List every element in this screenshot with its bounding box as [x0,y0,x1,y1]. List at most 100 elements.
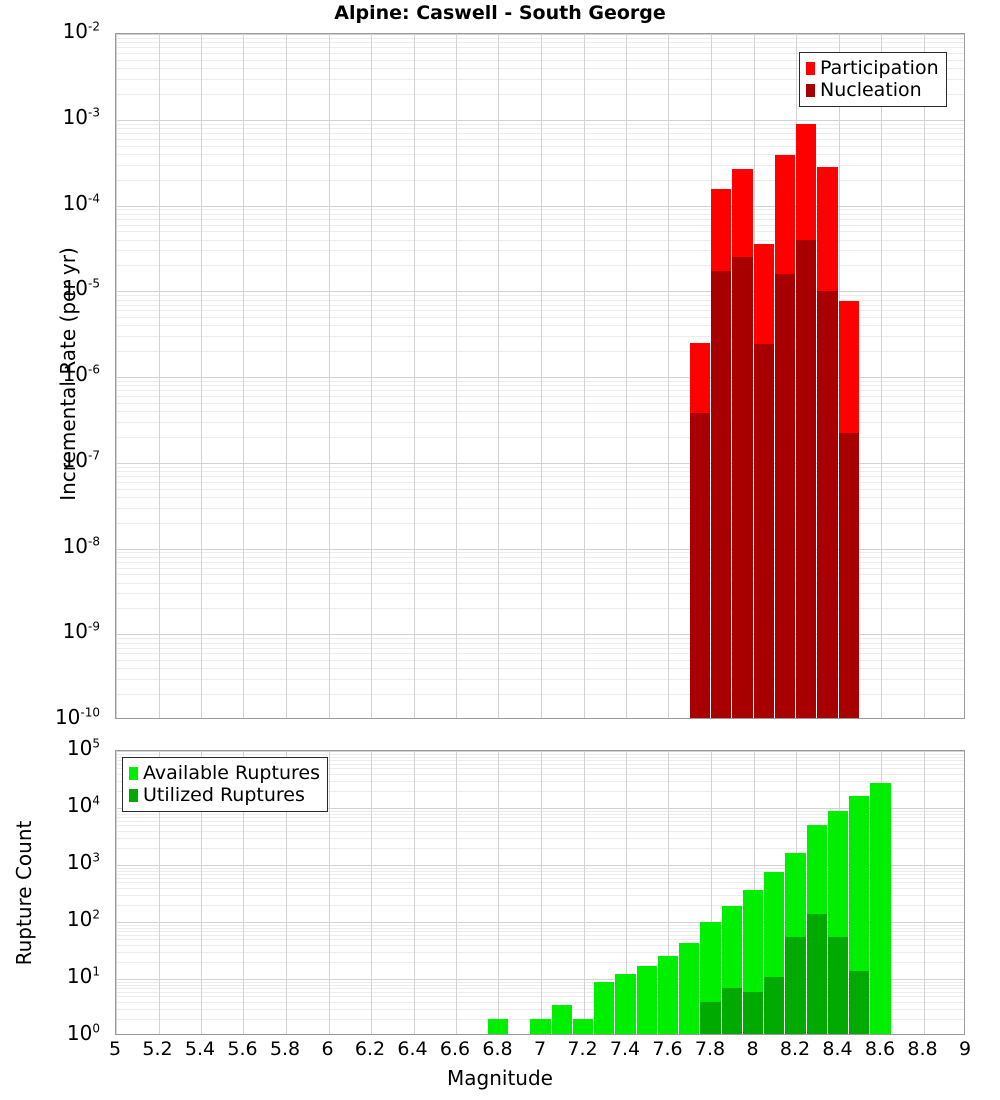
bar [827,751,849,1034]
bar-segment-available [487,1018,509,1034]
x-axis-tick-label: 7.6 [652,1038,683,1060]
legend-label-participation: Participation [820,57,939,79]
legend-item-utilized-ruptures[interactable]: Utilized Ruptures [129,784,320,806]
x-axis-tick-label: 5.8 [269,1038,301,1060]
bar [509,751,529,1034]
bar [870,751,891,1034]
x-axis-tick-label: 5 [108,1038,122,1060]
y-axis-tick-label: 10-4 [62,190,100,215]
bar-segment-utilized [806,913,827,1034]
bar-segment-nucleation [774,273,795,718]
x-axis-tick-label: 7 [533,1038,547,1060]
page-title: Alpine: Caswell - South George [334,2,666,24]
bar-segment-available [594,981,615,1034]
participation-swatch-icon [806,61,815,75]
bar [742,751,764,1034]
legend-item-participation[interactable]: Participation [806,57,939,79]
bar [838,34,859,718]
y-axis-title-top: Incremental Rate (per yr) [56,247,80,501]
y-axis-tick-label: 100 [66,1021,100,1045]
y-axis-tick-label: 10-2 [62,19,100,43]
y-axis-tick-label: 101 [66,964,100,988]
bar [785,751,806,1034]
bar-segment-utilized [721,987,742,1034]
x-axis-tick-label: 8.6 [864,1038,896,1060]
bar [487,751,509,1034]
bar-segment-nucleation [732,257,753,718]
y-axis-ticks-bottom: 105 104 103 102 101 100 [0,737,108,1043]
x-axis-tick-label: 5.6 [227,1038,258,1060]
bar-segment-utilized [764,976,785,1034]
legend-label-utilized-ruptures: Utilized Ruptures [143,784,305,806]
bar-segment-nucleation [817,291,838,718]
x-axis-tick-label: 6.4 [397,1038,428,1060]
y-axis-tick-label: 105 [66,736,100,760]
x-axis-tick-label: 8.8 [907,1038,938,1060]
y-axis-tick-label: 103 [66,850,100,874]
bar-segment-utilized [700,1001,721,1034]
bar [700,751,721,1034]
legend-rupture-count: Available Ruptures Utilized Ruptures [122,757,328,812]
legend-label-available-ruptures: Available Ruptures [143,762,320,784]
y-axis-tick-label: 10-8 [62,533,100,558]
y-axis-tick-label: 10-3 [62,104,100,129]
bar [774,34,795,718]
x-axis-tick-label: 7.4 [609,1038,641,1060]
nucleation-swatch-icon [806,83,815,97]
bar-segment-available [636,965,657,1034]
bar-segment-available [679,943,700,1034]
y-axis-tick-label: 10-5 [62,276,100,301]
bar [551,751,572,1034]
y-axis-ticks-top: 10-2 10-3 10-4 10-5 10-6 10-7 10-8 10-9 10-10 [0,20,108,727]
bar [711,34,732,718]
bar [657,751,679,1034]
x-axis-tick-label: 5.2 [142,1038,173,1060]
bar [615,751,636,1034]
x-axis-tick-label: 7.2 [567,1038,598,1060]
y-axis-title-bottom: Rupture Count [12,820,36,966]
bar-segment-nucleation [838,433,859,718]
x-axis-tick-label: 8 [746,1038,759,1060]
bar-segment-utilized [849,970,870,1034]
legend-item-available-ruptures[interactable]: Available Ruptures [129,762,320,784]
bar [806,751,827,1034]
bar-segment-nucleation [711,271,732,718]
bar [764,751,785,1034]
bar-segment-available [657,956,679,1034]
x-axis-tick-label: 6 [321,1038,334,1060]
bar-segment-utilized [827,936,849,1034]
bar [849,751,870,1034]
bar [721,751,742,1034]
bar [530,751,551,1034]
bar [594,751,615,1034]
y-axis-tick-label: 102 [66,907,100,931]
y-axis-tick-label: 104 [66,793,100,817]
available-ruptures-swatch-icon [129,766,138,780]
legend-item-nucleation[interactable]: Nucleation [806,79,939,101]
y-axis-tick-label: 10-7 [62,447,100,472]
bar-segment-available [530,1018,551,1034]
incremental-rate-plot [115,33,965,719]
x-axis-title: Magnitude [447,1066,553,1090]
bars-incremental-rate [116,34,964,718]
x-axis-tick-label: 8.4 [822,1038,853,1060]
x-axis-tick-label: 8.2 [779,1038,811,1060]
bar [572,751,594,1034]
y-axis-tick-label: 10-10 [54,705,100,729]
utilized-ruptures-swatch-icon [129,788,138,802]
bar [796,34,817,718]
legend-incremental-rate: Participation Nucleation [799,52,947,107]
x-axis-tick-label: 9 [958,1038,972,1060]
x-axis-tick-label: 6.6 [439,1038,471,1060]
bar-segment-utilized [785,936,806,1034]
bar-segment-nucleation [796,239,817,718]
bar [817,34,838,718]
bar [679,751,700,1034]
bar-segment-nucleation [689,413,710,718]
bar-segment-nucleation [753,344,774,718]
x-axis-tick-label: 7.8 [694,1038,726,1060]
bar [753,34,774,718]
y-axis-tick-label: 10-9 [62,619,100,644]
bar-segment-available [572,1018,594,1034]
